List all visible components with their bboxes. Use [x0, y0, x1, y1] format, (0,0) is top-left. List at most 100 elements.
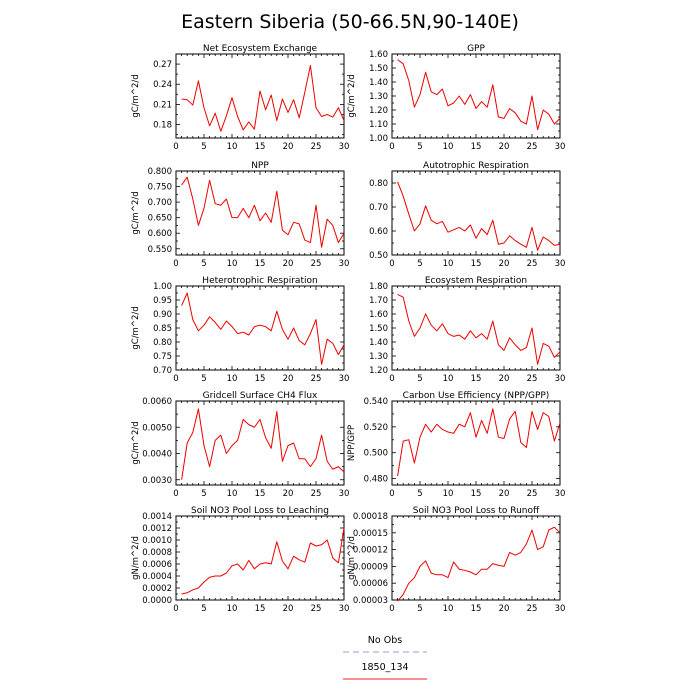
x-tick-label: 5	[417, 604, 422, 614]
y-tick-label: 0.21	[153, 100, 172, 110]
y-tick-label: 1.20	[369, 106, 388, 116]
figure-title: Eastern Siberia (50-66.5N,90-140E)	[181, 11, 519, 33]
chart-panel-autotrophic-respiration: Autotrophic Respiration 0 5 10 15 20 25 30 0.50 0…	[369, 161, 565, 269]
y-tick-label: 0.60	[369, 227, 388, 237]
x-tick-label: 30	[555, 604, 566, 614]
series-line-0	[181, 292, 345, 365]
x-tick-label: 30	[555, 489, 566, 499]
x-tick-label: 20	[499, 489, 510, 499]
y-tick-label: 0.0060	[142, 397, 172, 407]
series-line-0	[397, 181, 561, 251]
x-tick-label: 30	[339, 374, 350, 384]
series-line-0	[181, 527, 345, 595]
x-tick-label: 5	[417, 259, 422, 269]
y-tick-label: 0.90	[153, 310, 172, 320]
x-tick-label: 0	[173, 259, 178, 269]
x-tick-label: 5	[201, 259, 206, 269]
y-tick-label: 0.0000	[142, 596, 172, 606]
x-tick-label: 30	[339, 142, 350, 152]
series-line-0	[397, 59, 561, 131]
x-tick-label: 10	[227, 604, 238, 614]
plot-frame	[391, 53, 561, 139]
series-line-0	[397, 293, 561, 365]
panel-title: Net Ecosystem Exchange	[203, 44, 318, 54]
x-tick-label: 0	[389, 489, 394, 499]
y-tick-label: 0.00015	[353, 529, 388, 539]
y-tick-label: 0.0030	[142, 476, 172, 486]
plot-frame	[175, 400, 345, 486]
y-tick-label: 0.0008	[142, 548, 172, 558]
x-tick-label: 0	[173, 142, 178, 152]
x-tick-label: 25	[311, 142, 322, 152]
x-tick-label: 15	[471, 374, 482, 384]
y-tick-label: 0.50	[369, 251, 388, 261]
y-tick-label: 1.50	[369, 64, 388, 74]
x-tick-label: 0	[173, 489, 178, 499]
x-tick-label: 30	[339, 604, 350, 614]
chart-panel-ecosystem-respiration: Ecosystem Respiration 0 5 10 15 20 25 30 1.20 1.3…	[369, 276, 565, 384]
x-tick-label: 15	[255, 374, 266, 384]
x-tick-label: 15	[255, 259, 266, 269]
x-tick-label: 20	[283, 142, 294, 152]
legend-label: No Obs	[368, 635, 402, 646]
y-tick-label: 0.520	[364, 423, 388, 433]
chart-panel-soil-no3-pool-loss-to-runoff: Soil NO3 Pool Loss to Runoff 0 5 10 15 20 25 30…	[347, 506, 565, 614]
panel-title: Soil NO3 Pool Loss to Runoff	[413, 506, 540, 516]
y-tick-label: 1.80	[369, 282, 388, 292]
x-tick-label: 20	[283, 259, 294, 269]
x-tick-label: 15	[255, 604, 266, 614]
y-tick-label: 0.0014	[142, 512, 172, 522]
y-tick-label: 1.10	[369, 120, 388, 130]
y-tick-label: 0.0040	[142, 450, 172, 460]
y-tick-label: 0.80	[369, 179, 388, 189]
y-tick-label: 1.30	[369, 352, 388, 362]
y-tick-label: 0.600	[148, 229, 172, 239]
plot-frame	[391, 515, 561, 601]
x-tick-label: 25	[527, 374, 538, 384]
y-tick-label: 0.75	[153, 352, 172, 362]
x-tick-label: 5	[201, 374, 206, 384]
x-tick-label: 20	[499, 374, 510, 384]
chart-panel-gpp: GPP 0 5 10 15 20 25 30 1.00 1.10 1.20 1.30 1.40 1.50 1…	[347, 44, 565, 152]
x-tick-label: 20	[499, 142, 510, 152]
y-axis-label: gC/m^2/d	[131, 306, 141, 349]
x-tick-label: 25	[527, 142, 538, 152]
y-tick-label: 1.40	[369, 338, 388, 348]
y-axis-label: NPP/GPP	[347, 425, 357, 461]
plot-frame	[391, 285, 561, 371]
series-line-0	[181, 176, 345, 248]
panel-title: Soil NO3 Pool Loss to Leaching	[191, 506, 329, 516]
y-tick-label: 0.0006	[142, 560, 172, 570]
y-axis-label: gC/m^2/d	[131, 421, 141, 464]
series-line-0	[397, 408, 561, 477]
panels-group: Net Ecosystem Exchange 0 5 10 15 20 25 30 0.18 0.…	[131, 44, 565, 614]
x-tick-label: 20	[499, 259, 510, 269]
x-tick-label: 10	[443, 142, 454, 152]
x-tick-label: 30	[555, 259, 566, 269]
x-tick-label: 0	[389, 259, 394, 269]
y-tick-label: 0.95	[153, 296, 172, 306]
x-tick-label: 20	[283, 374, 294, 384]
x-tick-label: 30	[555, 142, 566, 152]
x-tick-label: 5	[201, 142, 206, 152]
y-tick-label: 0.700	[148, 198, 172, 208]
y-tick-label: 0.480	[364, 475, 388, 485]
panel-title: Gridcell Surface CH4 Flux	[203, 391, 318, 401]
y-tick-label: 0.500	[364, 449, 388, 459]
y-tick-label: 0.18	[153, 121, 172, 131]
x-tick-label: 0	[389, 374, 394, 384]
series-line-0	[181, 408, 345, 480]
x-tick-label: 30	[555, 374, 566, 384]
x-tick-label: 0	[389, 604, 394, 614]
x-tick-label: 30	[339, 259, 350, 269]
legend-label: 1850_134	[361, 662, 408, 673]
series-line-0	[181, 64, 345, 132]
y-tick-label: 0.0004	[142, 572, 172, 582]
x-tick-label: 15	[255, 142, 266, 152]
x-tick-label: 10	[227, 259, 238, 269]
panel-title: Autotrophic Respiration	[423, 161, 529, 171]
x-tick-label: 0	[173, 604, 178, 614]
y-tick-label: 0.0010	[142, 536, 172, 546]
x-tick-label: 10	[443, 489, 454, 499]
chart-panel-carbon-use-efficiency-npp-gpp: Carbon Use Efficiency (NPP/GPP) 0 5 10 15 20 2…	[347, 391, 565, 499]
